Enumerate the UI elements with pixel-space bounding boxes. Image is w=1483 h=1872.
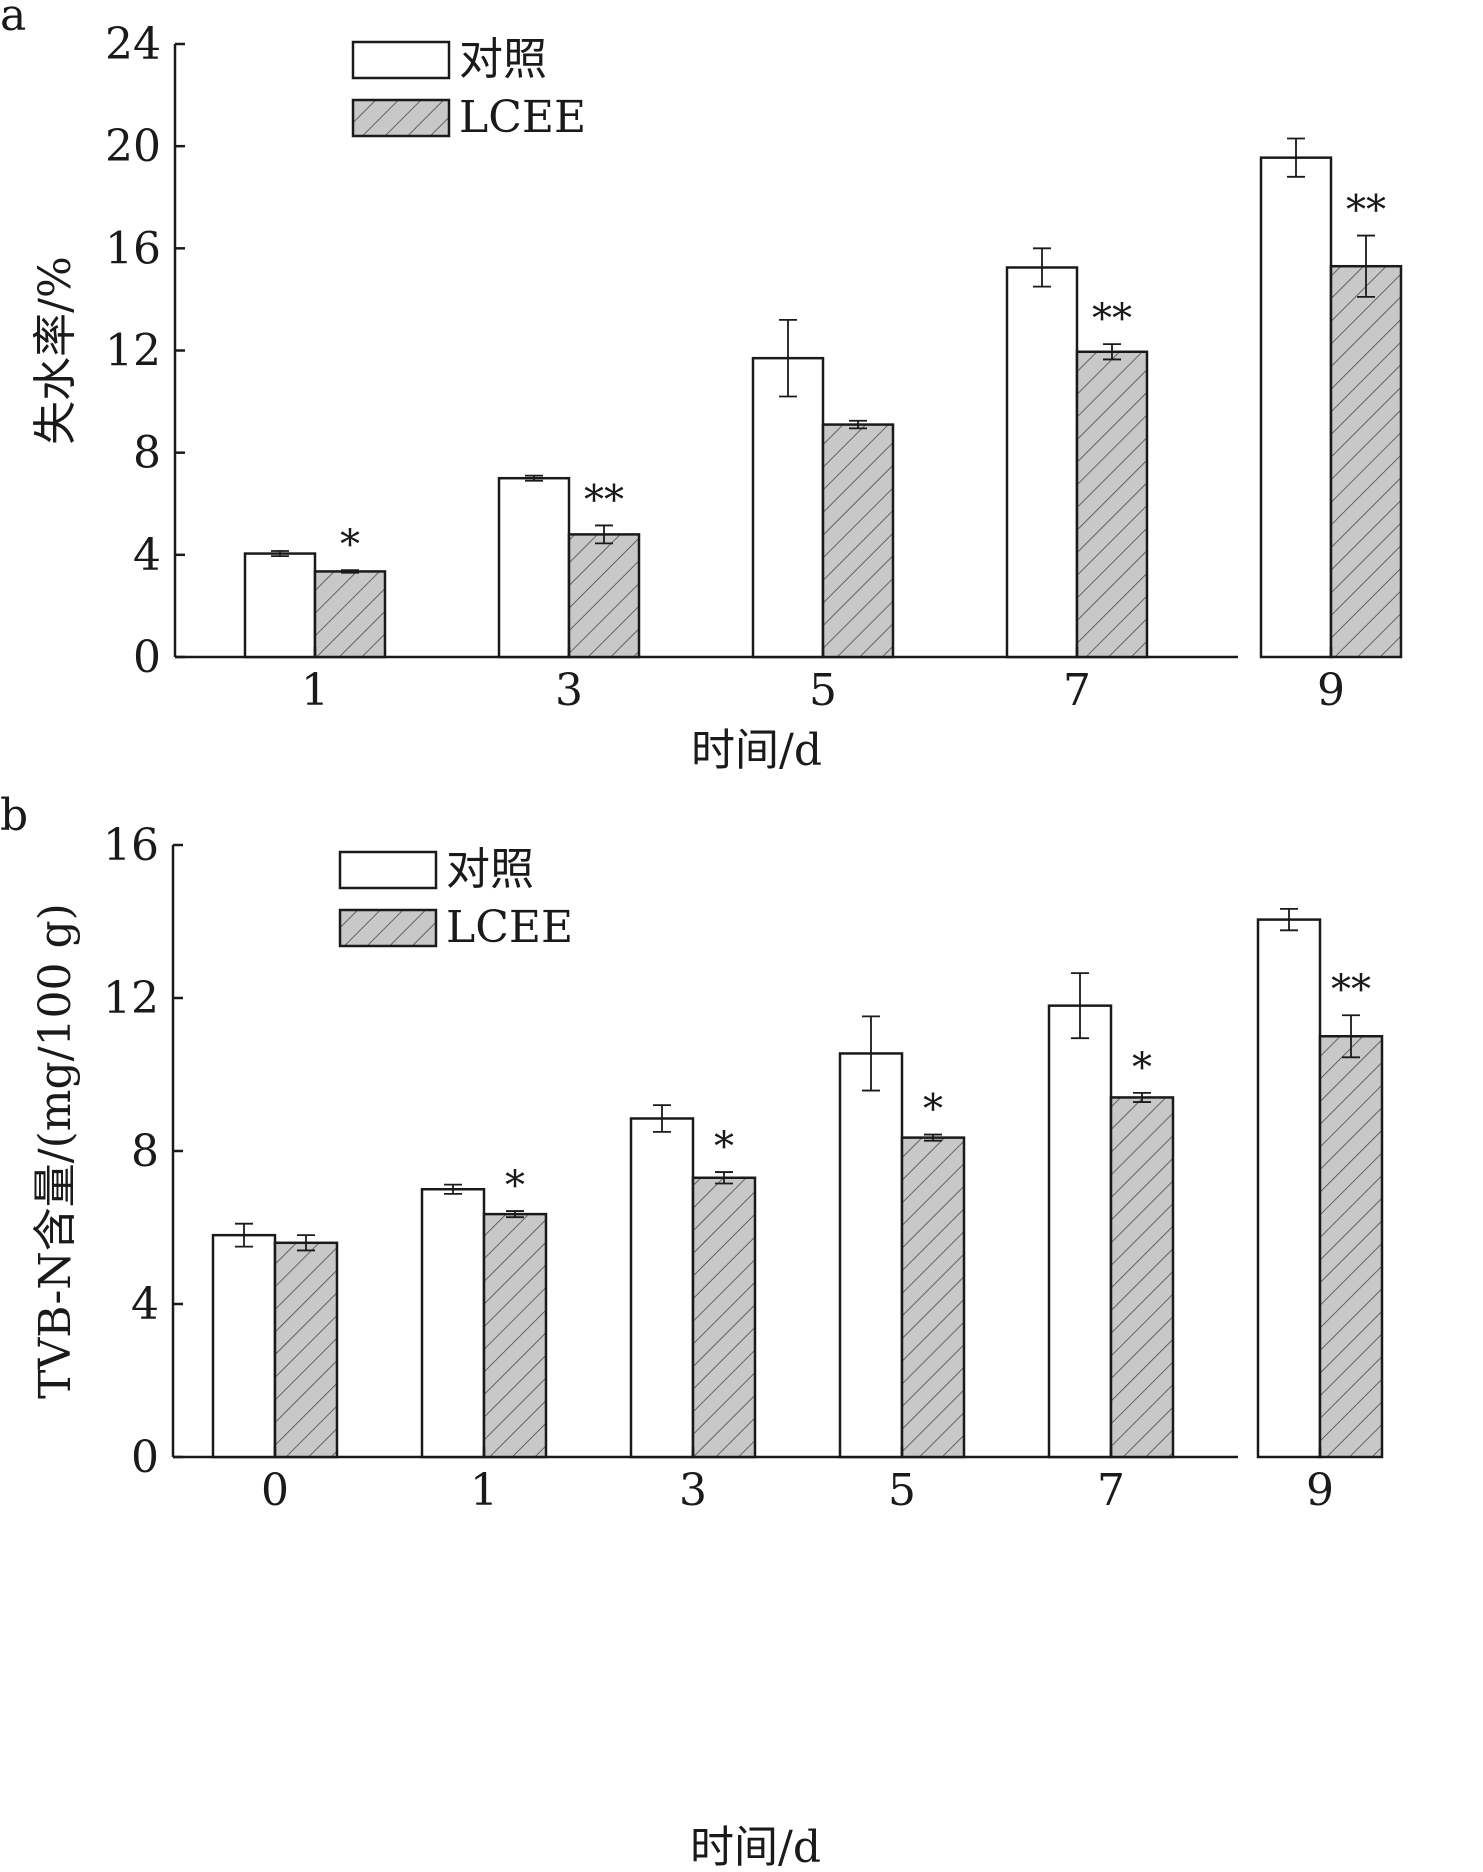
y-tick-label: 12	[103, 973, 159, 1024]
y-tick-label: 4	[133, 530, 161, 581]
legend-swatch-control	[351, 40, 451, 80]
panel-label: b	[0, 790, 28, 841]
bar-lcee	[273, 1241, 339, 1459]
significance-label: *	[340, 522, 360, 568]
x-tick-label: 5	[888, 1465, 916, 1516]
significance-label: *	[1132, 1045, 1152, 1091]
bar-lcee	[691, 1176, 757, 1459]
chart-panel-b: b 0 4 8 12 16 TVB-N含量/(mg/100 g) 0 * 1 * 3 * 5 * 7 ** 9 时间…	[0, 790, 1384, 1872]
panel-label: a	[0, 0, 26, 41]
legend-label: 对照	[446, 844, 534, 895]
bar-lcee	[482, 1212, 548, 1459]
significance-label: **	[1331, 967, 1371, 1013]
legend-label: LCEE	[459, 92, 586, 143]
bar-lcee	[1109, 1096, 1175, 1459]
x-tick-label: 3	[679, 1465, 707, 1516]
bar-control	[751, 356, 825, 659]
x-tick-label: 5	[809, 665, 837, 716]
x-axis-label: 时间/d	[690, 1822, 821, 1872]
significance-label: *	[923, 1087, 943, 1133]
x-axis-label: 时间/d	[691, 725, 822, 776]
x-tick-label: 1	[470, 1465, 498, 1516]
significance-label: *	[505, 1163, 525, 1209]
bar-control	[243, 552, 317, 659]
bar-control	[629, 1117, 695, 1459]
legend-label: LCEE	[446, 902, 573, 953]
bar-lcee	[900, 1136, 966, 1459]
y-axis-label: 失水率/%	[30, 256, 81, 445]
legend-label: 对照	[459, 34, 547, 85]
bar-lcee	[1318, 1035, 1384, 1459]
y-tick-label: 24	[105, 19, 161, 70]
y-tick-label: 16	[103, 820, 159, 871]
y-tick-label: 16	[105, 223, 161, 274]
bar-control	[420, 1188, 486, 1459]
bar-control	[497, 476, 571, 659]
x-tick-label: 7	[1063, 665, 1091, 716]
significance-label: **	[584, 477, 624, 523]
significance-label: *	[714, 1124, 734, 1170]
significance-label: **	[1092, 296, 1132, 342]
bar-control	[1047, 1004, 1113, 1459]
chart-panel-a: a 0 4 8 12 16 20 24 失水率/% * 1 ** 3 5 ** 7 ** 9 时间/d 对照 LCEE	[0, 0, 1403, 776]
x-tick-label: 1	[301, 665, 329, 716]
y-tick-label: 8	[131, 1126, 159, 1177]
y-tick-label: 0	[133, 632, 161, 683]
x-tick-label: 3	[555, 665, 583, 716]
y-tick-label: 20	[105, 121, 161, 172]
bar-lcee	[821, 423, 895, 659]
bar-control	[1256, 918, 1322, 1459]
bar-control	[1259, 156, 1333, 659]
bar-lcee	[567, 533, 641, 659]
bar-lcee	[1329, 264, 1403, 659]
bar-control	[838, 1052, 904, 1459]
y-tick-label: 0	[131, 1432, 159, 1483]
bar-control	[1005, 266, 1079, 659]
bar-control	[211, 1233, 277, 1459]
y-tick-label: 12	[105, 326, 161, 377]
x-tick-label: 7	[1097, 1465, 1125, 1516]
y-axis-label: TVB-N含量/(mg/100 g)	[30, 903, 81, 1399]
significance-label: **	[1346, 188, 1386, 234]
legend-swatch-control	[338, 850, 438, 890]
bar-lcee	[1075, 350, 1149, 659]
legend-swatch-lcee	[351, 98, 451, 138]
x-tick-label: 0	[261, 1465, 289, 1516]
y-tick-label: 4	[131, 1279, 159, 1330]
legend-swatch-lcee	[338, 908, 438, 948]
y-tick-label: 8	[133, 428, 161, 479]
x-tick-label: 9	[1317, 665, 1345, 716]
x-tick-label: 9	[1306, 1465, 1334, 1516]
bar-lcee	[313, 570, 387, 659]
